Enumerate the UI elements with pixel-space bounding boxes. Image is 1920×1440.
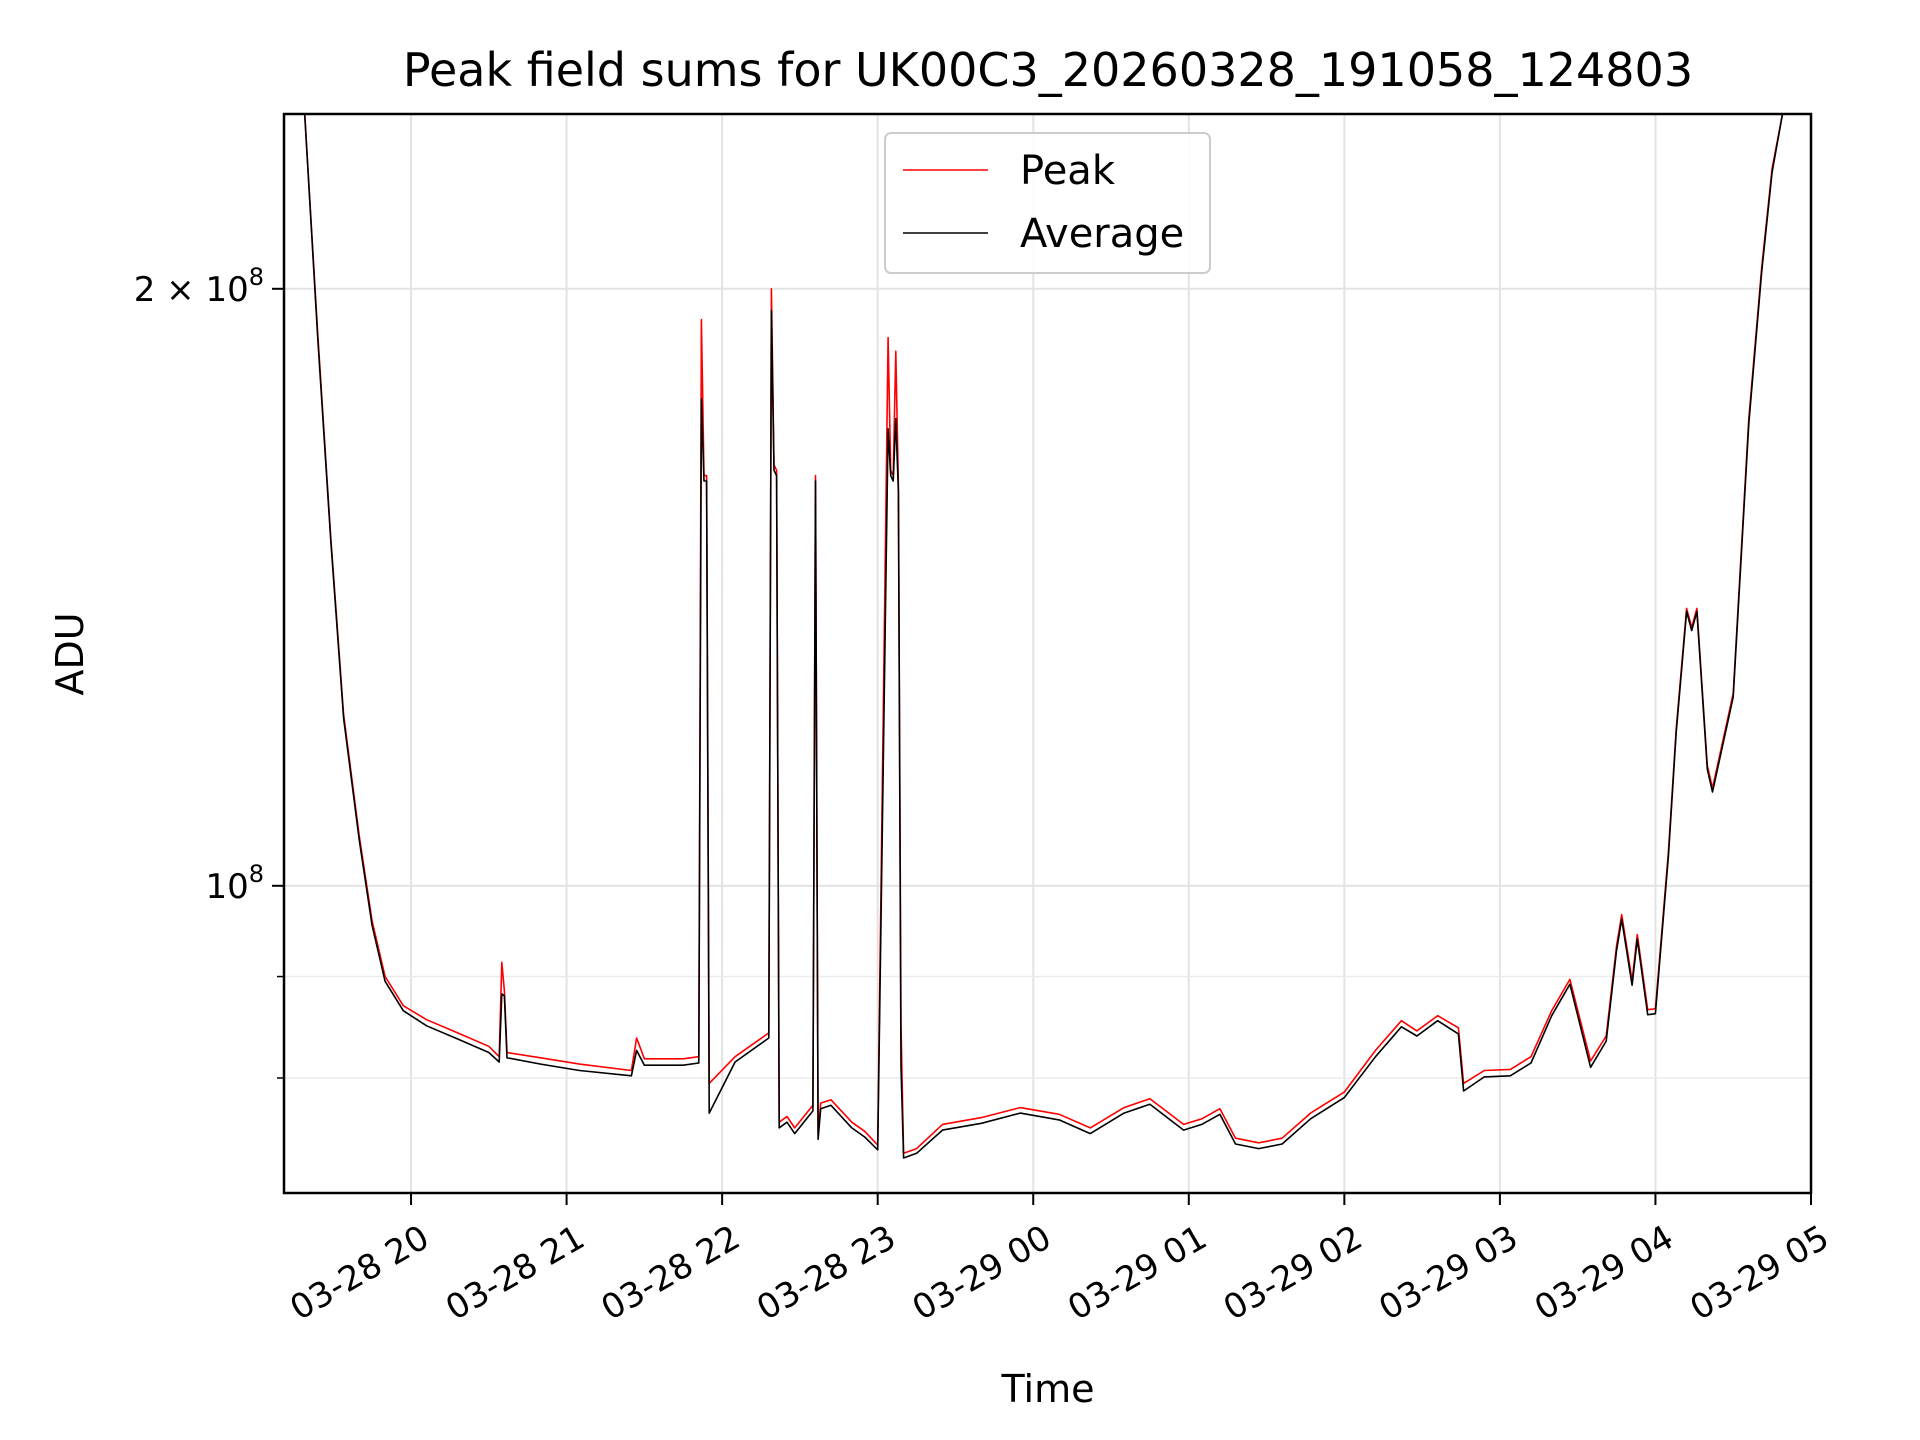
y-tick-label: 108 (205, 860, 264, 907)
legend-box (884, 132, 1211, 274)
y-axis-label: ADU (48, 612, 92, 695)
plot-frame (282, 112, 1813, 1195)
legend-peak-label: Peak (1020, 148, 1116, 194)
x-axis-label: Time (1001, 1367, 1095, 1411)
series-lines (284, 114, 1811, 1159)
legend: Peak Average (884, 132, 1211, 274)
y-tick-label: 2 × 108 (134, 263, 264, 310)
legend-average-label: Average (1020, 211, 1184, 257)
chart-title: Peak field sums for UK00C3_20260328_1910… (403, 43, 1693, 97)
series-line-average (284, 114, 1811, 1159)
y-axis: 108 2 × 108 (134, 263, 284, 1079)
